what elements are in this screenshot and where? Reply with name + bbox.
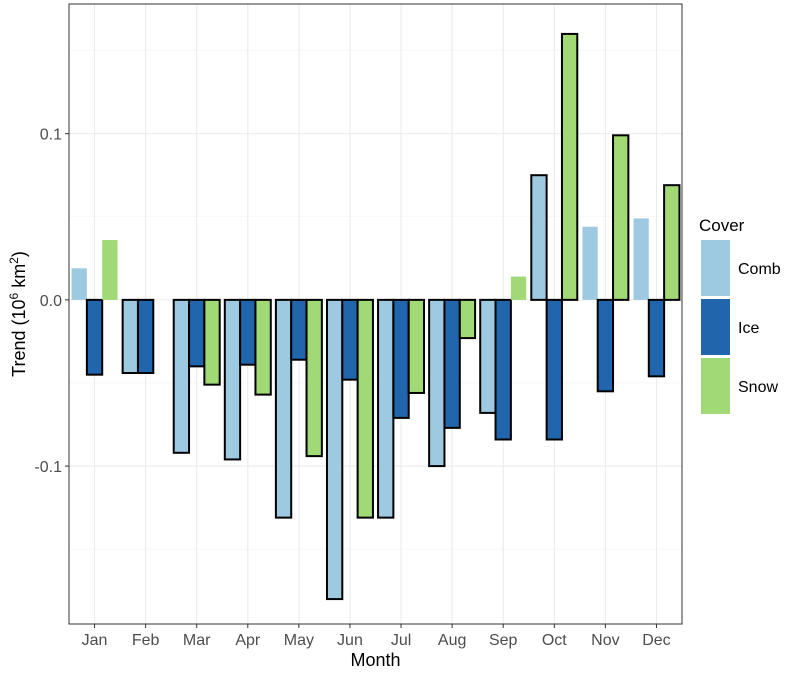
bar-comb-may (274, 298, 293, 519)
x-tick-label-oct: Oct (542, 632, 567, 649)
bar-ice-jun (341, 298, 359, 381)
x-tick-label-jul: Jul (391, 632, 411, 649)
bar-snow-apr (254, 298, 272, 396)
bar-ice-may (290, 298, 308, 361)
bar-snow-nov (612, 134, 630, 301)
x-tick-label-aug: Aug (438, 632, 466, 649)
x-tick-label-nov: Nov (591, 632, 619, 649)
bar-snow-dec (663, 184, 681, 301)
legend-key-ice (701, 299, 730, 355)
bar-comb-mar (172, 298, 191, 454)
y-axis: -0.1 0.0 0.1 (34, 127, 69, 476)
panel-border (68, 3, 683, 625)
bar-ice-jul (392, 298, 410, 419)
bar-ice-nov (596, 298, 615, 393)
bar-comb-oct (530, 174, 548, 301)
bar-comb-aug (428, 298, 446, 468)
legend-label-snow: Snow (738, 379, 778, 396)
bar-snow-may (305, 298, 323, 458)
bar-snow-jan (102, 240, 118, 300)
bar-ice-mar (188, 298, 206, 368)
bar-comb-apr (223, 298, 242, 461)
bar-snow-sep (510, 276, 527, 300)
y-tick-label: 0.1 (40, 127, 62, 144)
bar-ice-apr (239, 298, 257, 366)
bar-ice-feb (136, 298, 155, 375)
x-tick-label-dec: Dec (642, 632, 670, 649)
bar-snow-jul (407, 298, 426, 394)
y-tick-label: 0.0 (40, 293, 62, 310)
x-tick-label-jan: Jan (82, 632, 108, 649)
x-tick-label-sep: Sep (489, 632, 518, 649)
bar-comb-jul (377, 298, 395, 519)
bar-ice-jan (85, 298, 104, 376)
grid-lines (69, 4, 682, 624)
bar-comb-dec (633, 218, 649, 300)
x-tick-label-mar: Mar (183, 632, 211, 649)
legend-title: Cover (699, 216, 745, 235)
legend-key-comb (701, 240, 730, 296)
bars (71, 32, 681, 601)
y-axis-title-sup: 6 (7, 293, 21, 300)
bar-snow-oct (560, 32, 579, 301)
panel-background (69, 4, 682, 624)
bar-snow-jun (356, 298, 374, 519)
x-tick-label-apr: Apr (235, 632, 261, 649)
x-tick-label-jun: Jun (337, 632, 363, 649)
x-axis-title: Month (350, 650, 400, 670)
bar-ice-dec (647, 298, 666, 378)
y-tick-label: -0.1 (34, 459, 62, 476)
bar-ice-aug (443, 298, 461, 429)
bar-comb-nov (582, 226, 598, 300)
bar-comb-jun (325, 298, 344, 601)
bar-comb-feb (121, 298, 139, 375)
bar-snow-mar (203, 298, 221, 386)
legend-key-snow (701, 358, 730, 414)
y-axis-title-sup2: 2 (7, 257, 21, 264)
y-axis-title: Trend (106 km2) (7, 251, 29, 377)
x-tick-label-may: May (284, 632, 314, 649)
x-tick-label-feb: Feb (132, 632, 160, 649)
legend-label-ice: Ice (738, 320, 759, 337)
y-axis-title-main: Trend (10 (9, 300, 29, 377)
y-axis-title-unit: km (9, 264, 29, 293)
bar-ice-sep (494, 298, 512, 441)
bar-ice-oct (545, 298, 563, 441)
x-axis: Jan Feb Mar Apr May Jun Jul Aug Sep Oct Nov Dec (82, 624, 671, 649)
bar-snow-aug (458, 298, 477, 340)
bar-comb-sep (479, 298, 497, 414)
y-axis-title-close: ) (9, 251, 29, 257)
legend-label-comb: Comb (738, 261, 781, 278)
legend: Cover Comb Ice Snow (699, 216, 781, 414)
bar-comb-jan (71, 268, 87, 300)
